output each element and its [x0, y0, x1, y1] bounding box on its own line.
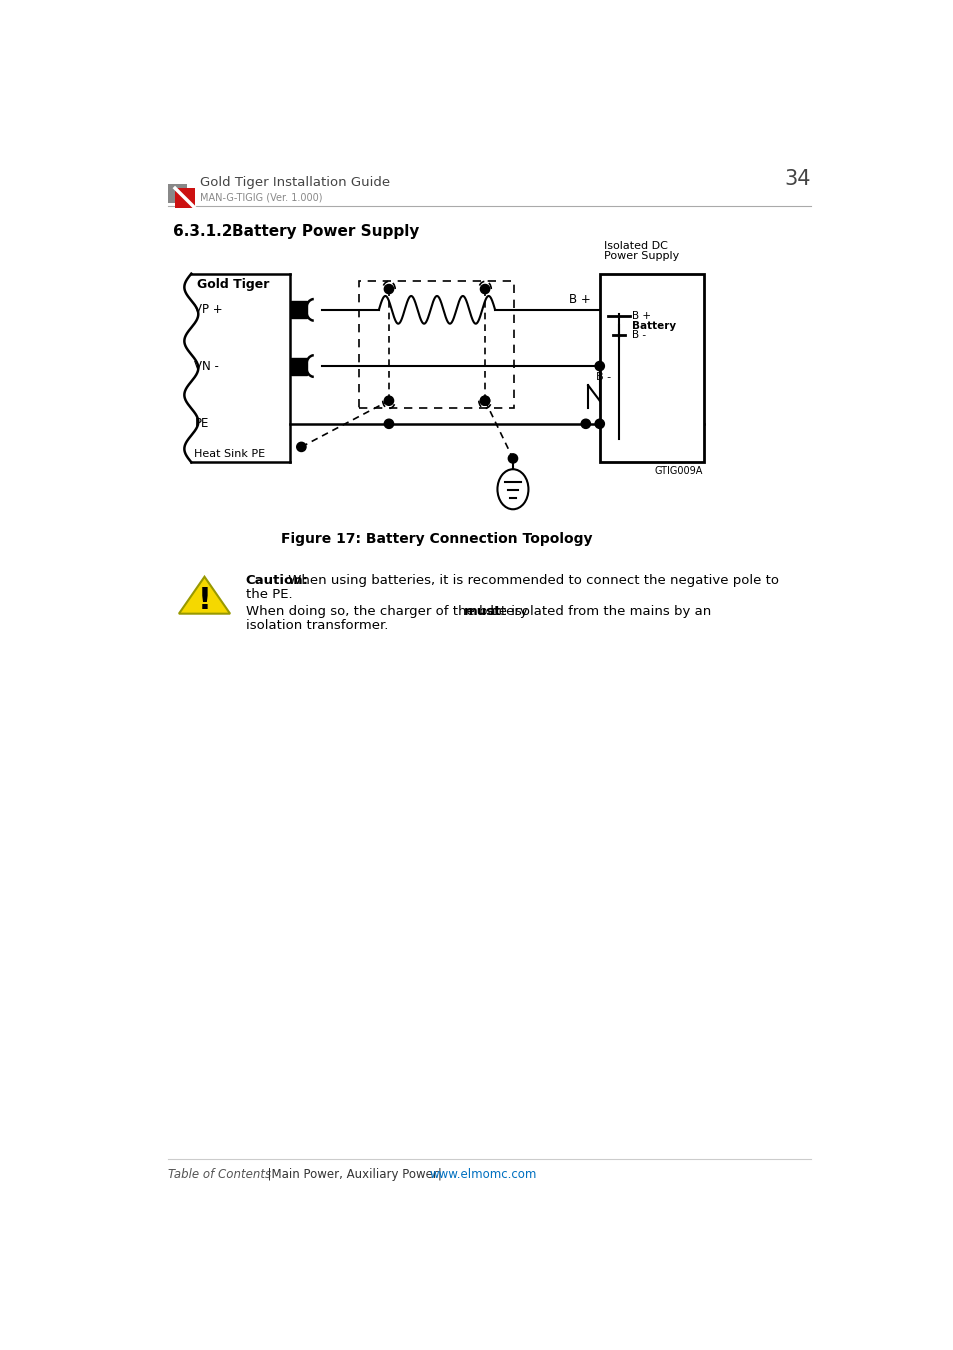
Text: Heat Sink PE: Heat Sink PE [194, 450, 265, 459]
Text: Battery: Battery [632, 321, 676, 331]
Circle shape [595, 362, 604, 371]
Circle shape [384, 285, 394, 294]
Circle shape [580, 420, 590, 428]
Text: When using batteries, it is recommended to connect the negative pole to: When using batteries, it is recommended … [284, 574, 779, 587]
Text: must: must [464, 605, 501, 618]
Text: B -: B - [596, 373, 610, 382]
Circle shape [480, 285, 489, 294]
Text: !: ! [197, 586, 212, 616]
Circle shape [595, 420, 604, 428]
Text: Isolated DC: Isolated DC [603, 240, 667, 251]
Circle shape [384, 396, 394, 405]
Text: When doing so, the charger of the battery: When doing so, the charger of the batter… [245, 605, 531, 618]
Circle shape [296, 443, 306, 451]
Text: B -: B - [632, 331, 646, 340]
Text: isolation transformer.: isolation transformer. [245, 618, 388, 632]
Text: |Main Power, Auxiliary Power|: |Main Power, Auxiliary Power| [260, 1168, 441, 1181]
Circle shape [384, 420, 394, 428]
Bar [168, 185, 187, 202]
Bar [291, 301, 307, 319]
Bar [599, 274, 703, 462]
Text: B +: B + [632, 310, 651, 321]
Text: 6.3.1.2: 6.3.1.2 [173, 224, 233, 239]
Bar [174, 188, 195, 208]
Text: Gold Tiger: Gold Tiger [196, 278, 269, 290]
Text: 34: 34 [784, 169, 810, 189]
Text: the PE.: the PE. [245, 587, 292, 601]
Text: be isolated from the mains by an: be isolated from the mains by an [485, 605, 710, 618]
Text: Caution:: Caution: [245, 574, 308, 587]
Text: MAN-G-TIGIG (Ver. 1.000): MAN-G-TIGIG (Ver. 1.000) [199, 192, 322, 202]
Ellipse shape [497, 470, 528, 509]
Text: B +: B + [568, 293, 590, 306]
Bar [291, 358, 307, 374]
Text: PE: PE [194, 417, 209, 431]
Polygon shape [179, 576, 230, 614]
Circle shape [508, 454, 517, 463]
Text: www.elmomc.com: www.elmomc.com [429, 1168, 536, 1181]
Circle shape [480, 396, 489, 405]
Text: GTIG009A: GTIG009A [654, 466, 702, 477]
Text: Figure 17: Battery Connection Topology: Figure 17: Battery Connection Topology [281, 532, 592, 545]
Text: Table of Contents: Table of Contents [168, 1168, 271, 1181]
Text: Battery Power Supply: Battery Power Supply [232, 224, 418, 239]
Text: Power Supply: Power Supply [603, 251, 679, 261]
Bar [359, 281, 514, 409]
Text: VP +: VP + [194, 304, 223, 316]
Text: Gold Tiger Installation Guide: Gold Tiger Installation Guide [199, 176, 390, 189]
Text: VN -: VN - [194, 359, 219, 373]
Circle shape [480, 396, 489, 405]
